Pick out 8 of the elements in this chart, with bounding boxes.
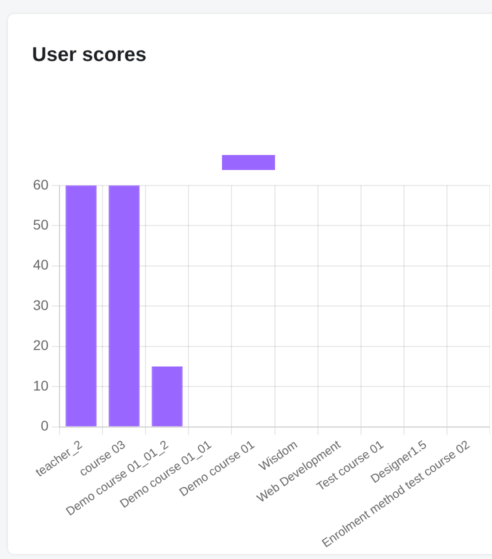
y-tick-label: 40 (32, 256, 49, 273)
chart-title: User scores (32, 44, 147, 67)
y-tick-label: 20 (32, 337, 49, 354)
y-tick-label: 60 (32, 176, 49, 192)
y-tick-label: 30 (32, 296, 49, 313)
y-tick-label: 50 (32, 216, 49, 232)
y-tick-label: 10 (32, 377, 49, 394)
y-tick-label: 0 (40, 418, 49, 434)
